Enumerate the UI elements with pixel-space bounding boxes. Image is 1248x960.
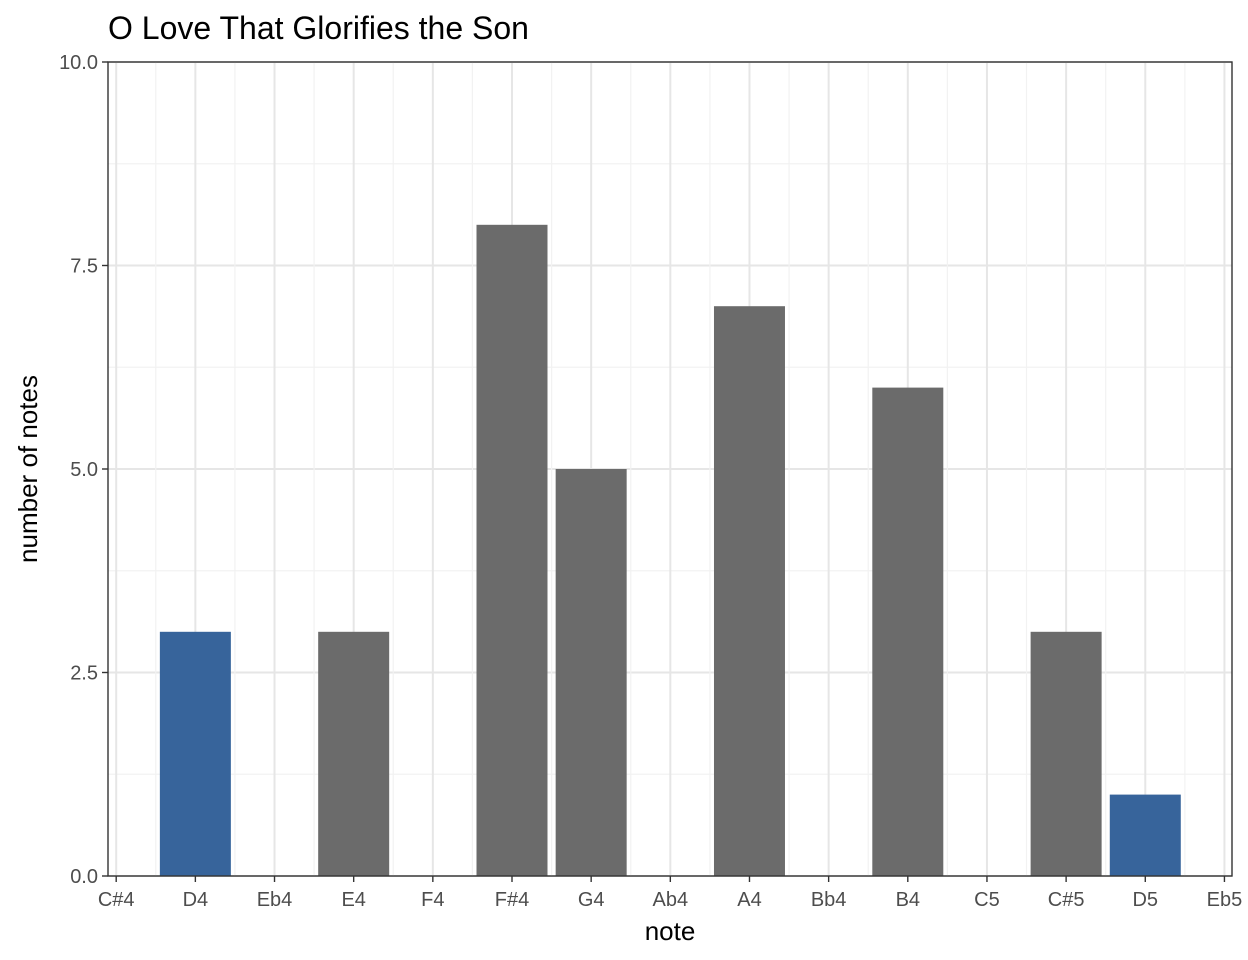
x-tick-label: C5 <box>974 889 1000 911</box>
x-axis-title: note <box>645 916 696 946</box>
y-tick-label: 10.0 <box>59 52 98 74</box>
x-tick-label: F4 <box>421 889 444 911</box>
x-tick-label: Eb4 <box>257 889 293 911</box>
bar-csharp5 <box>1030 631 1102 876</box>
bar-d4 <box>159 631 231 876</box>
x-tick-label: C#4 <box>98 889 135 911</box>
x-tick-label: E4 <box>341 889 365 911</box>
axes: 0.0 2.5 5.0 7.5 10.0 C#4 D4 Eb4 E4 F4 F#4 G4 Ab4 A4 Bb… <box>59 52 1242 911</box>
y-axis-title: number of notes <box>13 375 43 563</box>
grid-lines <box>108 61 1232 877</box>
x-tick-label: G4 <box>578 889 605 911</box>
x-tick-label: B4 <box>896 889 920 911</box>
x-tick-label: Bb4 <box>811 889 847 911</box>
x-tick-label: Ab4 <box>653 889 689 911</box>
bar-d5 <box>1109 794 1181 876</box>
y-tick-label: 2.5 <box>70 663 98 685</box>
bar-a4 <box>713 306 785 876</box>
bars <box>159 224 1181 877</box>
bar-e4 <box>318 631 390 876</box>
y-tick-label: 7.5 <box>70 256 98 278</box>
x-tick-label: D4 <box>183 889 209 911</box>
chart-title: O Love That Glorifies the Son <box>108 10 529 46</box>
x-tick-label: D5 <box>1132 889 1158 911</box>
bar-g4 <box>555 469 627 876</box>
bar-fsharp4 <box>476 224 548 877</box>
x-tick-label: A4 <box>737 889 761 911</box>
bar-b4 <box>872 387 944 876</box>
y-tick-label: 0.0 <box>70 866 98 888</box>
y-tick-label: 5.0 <box>70 459 98 481</box>
x-tick-label: Eb5 <box>1207 889 1243 911</box>
x-tick-label: C#5 <box>1048 889 1085 911</box>
x-tick-label: F#4 <box>495 889 529 911</box>
